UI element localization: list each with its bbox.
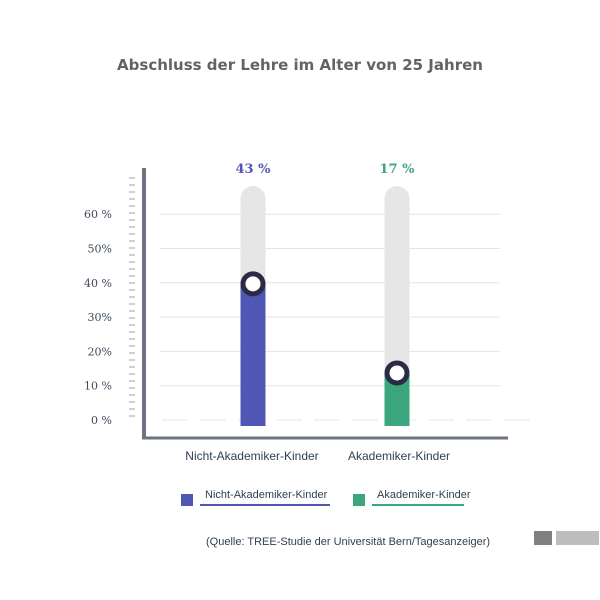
data-label: 43 % bbox=[236, 162, 272, 177]
legend-swatch-nicht-akademiker bbox=[181, 494, 193, 506]
legend-swatch-akademiker bbox=[353, 494, 365, 506]
legend-underline-nicht-akademiker bbox=[200, 504, 330, 506]
y-tick-label: 10 % bbox=[84, 380, 112, 393]
data-label: 17 % bbox=[380, 162, 416, 177]
bar bbox=[240, 283, 266, 426]
y-tick-label: 50% bbox=[88, 243, 112, 256]
bar-marker bbox=[384, 360, 410, 386]
corner-block-dark bbox=[534, 531, 552, 545]
bar-marker bbox=[240, 271, 266, 297]
y-tick-label: 0 % bbox=[91, 414, 112, 427]
y-tick-label: 60 % bbox=[84, 208, 112, 221]
source-note: (Quelle: TREE-Studie der Universität Ber… bbox=[206, 536, 491, 548]
chart-title: Abschluss der Lehre im Alter von 25 Jahr… bbox=[117, 56, 483, 74]
legend-label-akademiker: Akademiker-Kinder bbox=[377, 489, 471, 501]
y-tick-label: 30% bbox=[88, 311, 112, 324]
x-tick-label: Akademiker-Kinder bbox=[348, 449, 450, 463]
y-tick-label: 20% bbox=[88, 345, 112, 358]
corner-block-light bbox=[556, 531, 599, 545]
legend-label-nicht-akademiker: Nicht-Akademiker-Kinder bbox=[205, 489, 328, 501]
x-tick-label: Nicht-Akademiker-Kinder bbox=[185, 449, 318, 463]
legend-underline-akademiker bbox=[372, 504, 464, 506]
y-tick-label: 40 % bbox=[84, 277, 112, 290]
